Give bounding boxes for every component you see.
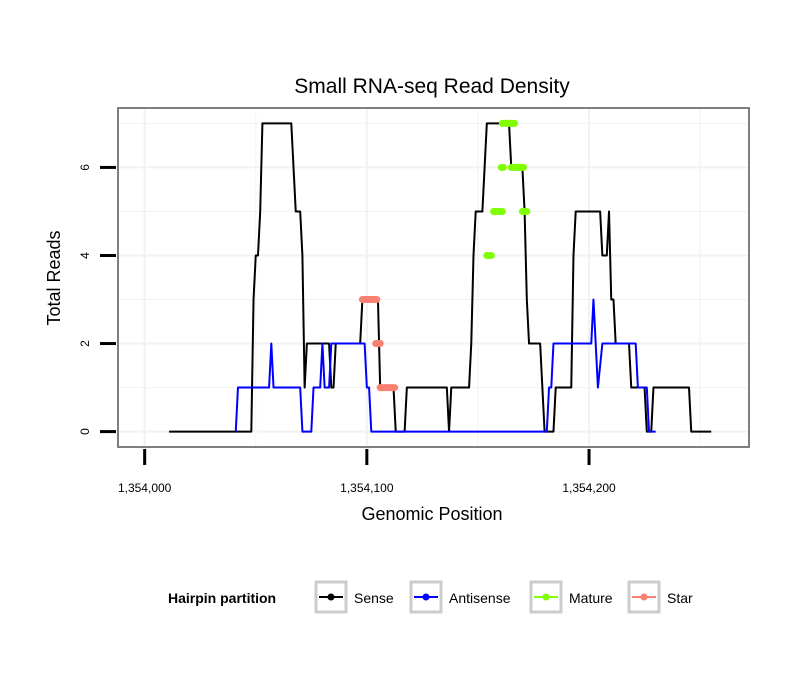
legend-key-point <box>327 593 335 601</box>
chart-title: Small RNA-seq Read Density <box>294 75 570 98</box>
legend: Hairpin partition Sense Antisense Mature St… <box>168 580 693 614</box>
legend-label-sense: Sense <box>354 590 394 606</box>
y-tick-label: 0 <box>78 428 92 435</box>
legend-title: Hairpin partition <box>168 590 276 606</box>
series-line-sense <box>169 122 712 433</box>
legend-label-antisense: Antisense <box>449 590 511 606</box>
gridlines <box>119 109 748 446</box>
y-axis: 0 2 4 6 <box>78 164 116 435</box>
legend-item-mature: Mature <box>529 580 613 614</box>
legend-item-antisense: Antisense <box>409 580 511 614</box>
y-axis-label: Total Reads <box>44 230 64 325</box>
series-line-antisense <box>234 298 656 433</box>
y-tick-label: 6 <box>78 164 92 171</box>
y-tick-label: 2 <box>78 340 92 347</box>
x-tick-label: 1,354,000 <box>118 481 172 495</box>
legend-label-mature: Mature <box>569 590 613 606</box>
legend-key-point <box>640 593 648 601</box>
series-layer <box>169 119 712 433</box>
x-axis-label: Genomic Position <box>361 504 502 524</box>
legend-item-sense: Sense <box>314 580 394 614</box>
legend-key-point <box>422 593 430 601</box>
plot-panel <box>117 107 750 448</box>
legend-entries: Sense Antisense Mature Star <box>314 580 693 614</box>
legend-key-point <box>542 593 550 601</box>
legend-label-star: Star <box>667 590 693 606</box>
x-tick-label: 1,354,100 <box>340 481 394 495</box>
y-tick-label: 4 <box>78 252 92 259</box>
plot-border <box>117 107 750 448</box>
x-axis: 1,354,000 1,354,100 1,354,200 <box>118 449 616 495</box>
x-tick-label: 1,354,200 <box>562 481 616 495</box>
legend-item-star: Star <box>627 580 693 614</box>
